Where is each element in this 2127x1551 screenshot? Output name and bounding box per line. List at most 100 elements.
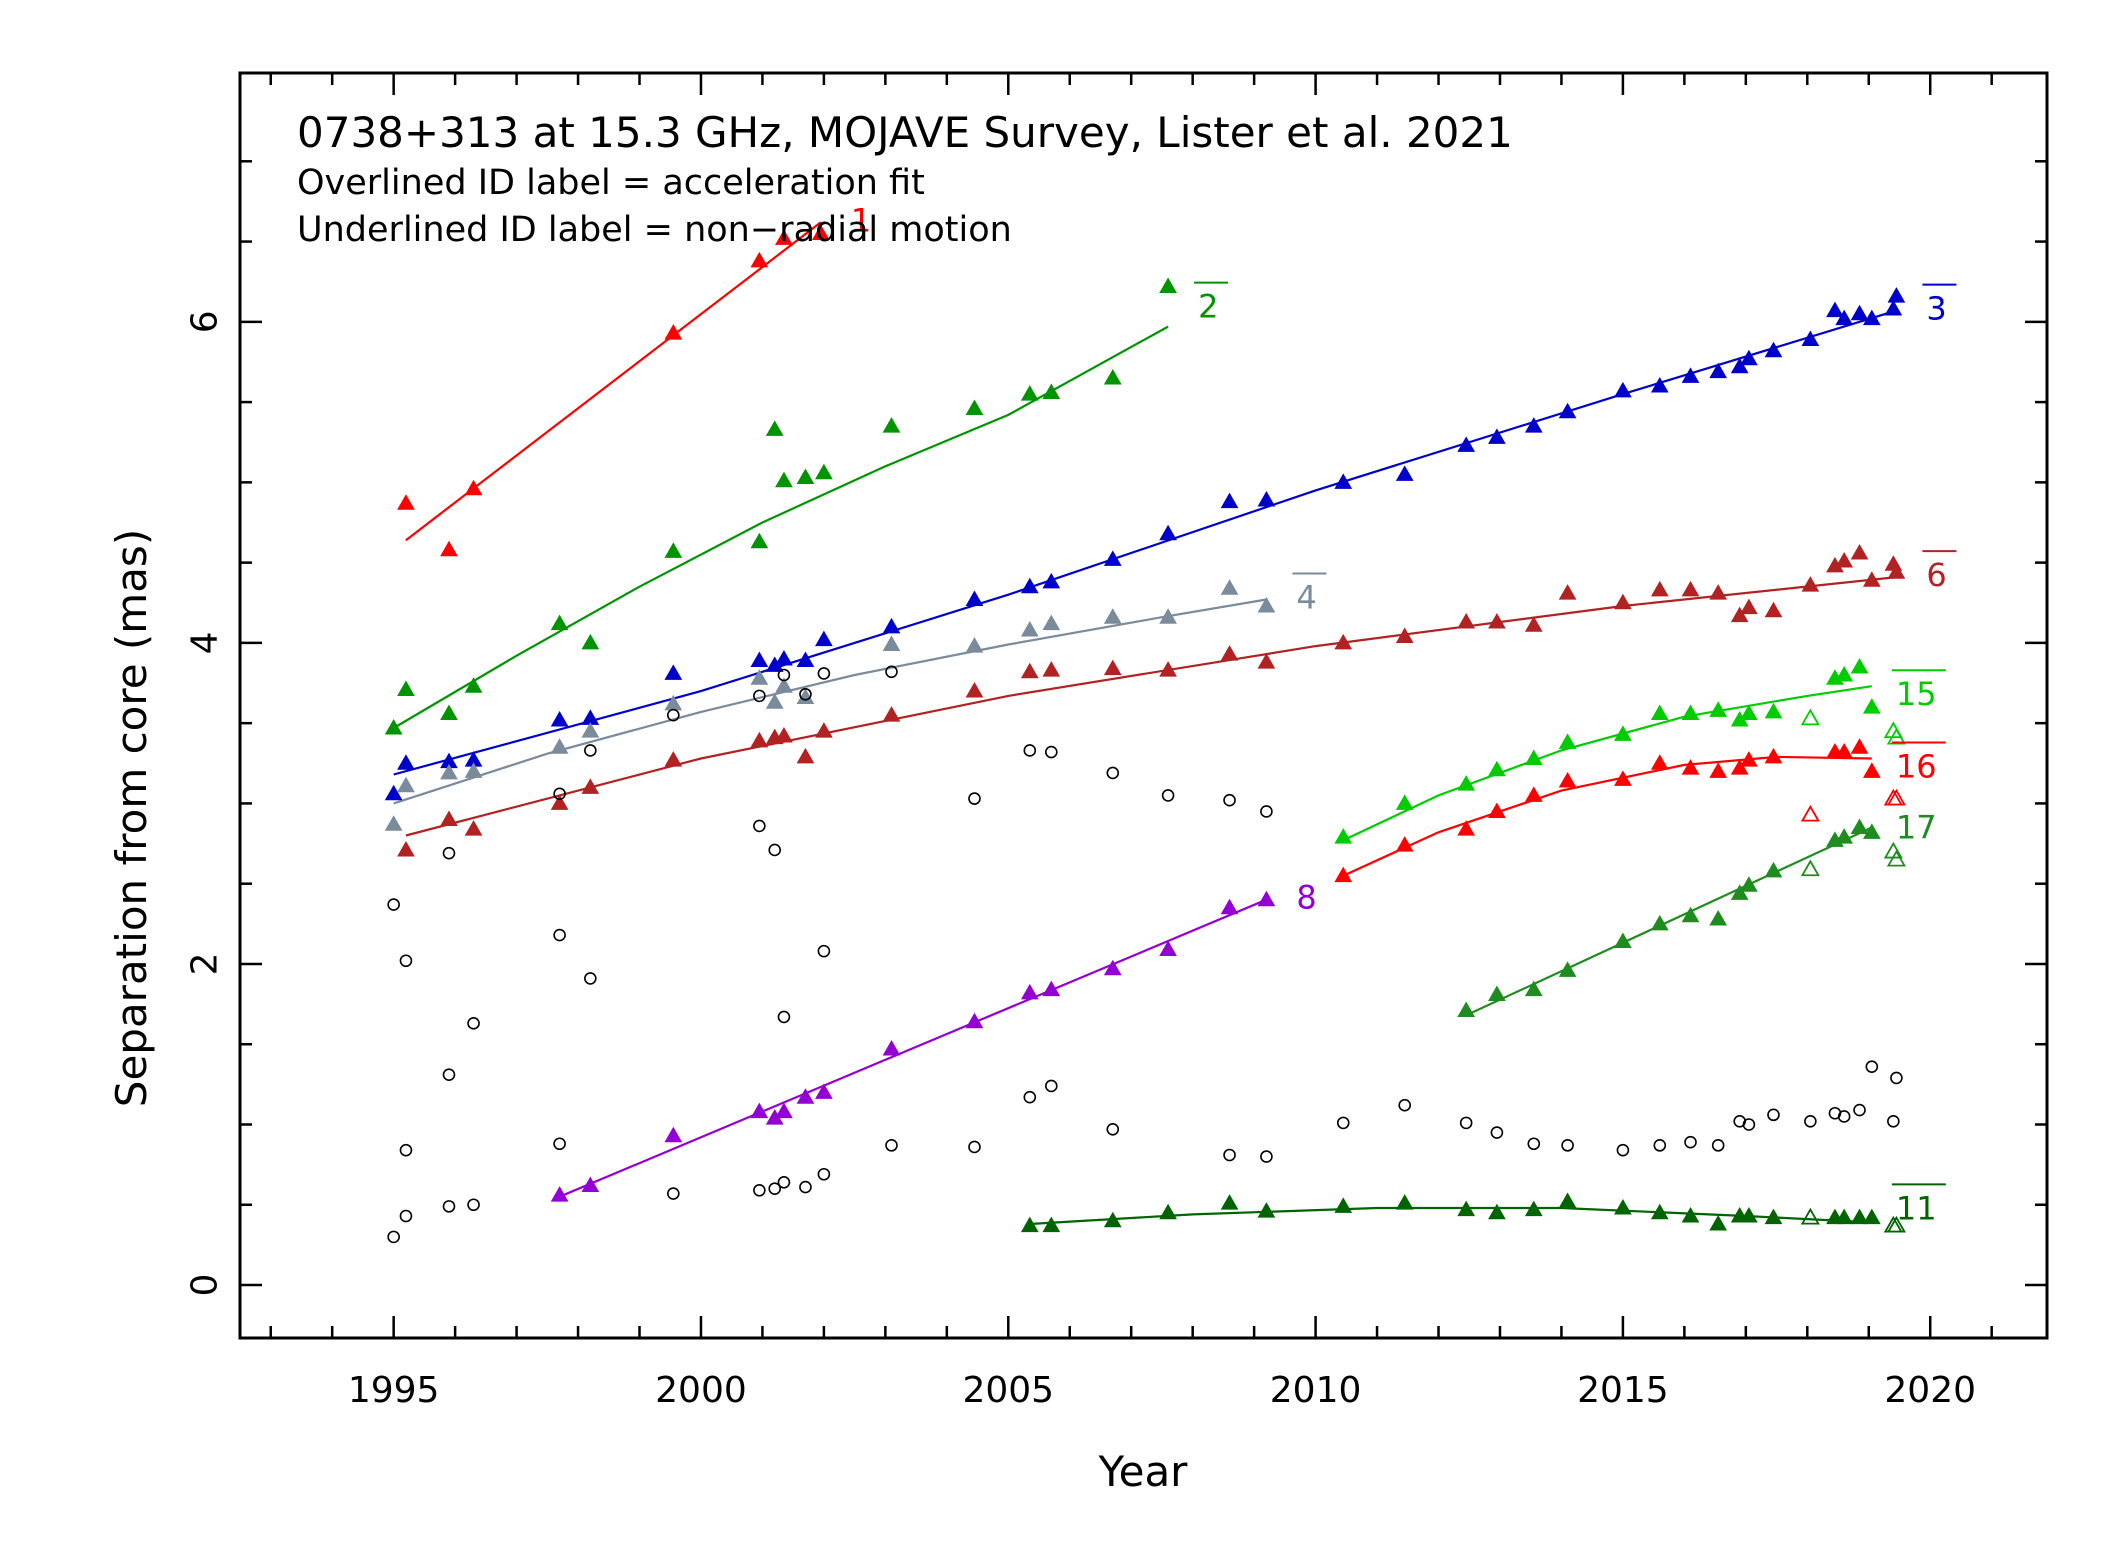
data-point-15 bbox=[1835, 665, 1854, 682]
data-point-8 bbox=[1257, 890, 1276, 907]
unidentified-point bbox=[817, 944, 831, 958]
data-point-16 bbox=[1395, 836, 1414, 852]
unidentified-point bbox=[442, 1200, 456, 1213]
unidentified-point bbox=[1767, 1108, 1780, 1122]
data-point-15 bbox=[1681, 704, 1700, 721]
unidentified-point bbox=[885, 665, 898, 679]
data-point-2 bbox=[815, 463, 833, 480]
data-point-4 bbox=[1159, 608, 1177, 624]
data-point-2 bbox=[882, 417, 901, 433]
data-point-11 bbox=[1650, 1203, 1669, 1220]
fit-line-8 bbox=[559, 898, 1267, 1198]
unidentified-point bbox=[777, 1175, 791, 1189]
unidentified-point bbox=[399, 1143, 413, 1157]
data-point-11 bbox=[1457, 1200, 1476, 1217]
data-point-3 bbox=[1220, 492, 1239, 509]
data-point-4 bbox=[750, 669, 769, 685]
data-point-8 bbox=[1103, 959, 1122, 976]
data-point-17 bbox=[1862, 823, 1881, 839]
data-point-11 bbox=[1862, 1208, 1881, 1225]
data-point-6 bbox=[1801, 576, 1820, 592]
data-point-3 bbox=[1709, 362, 1728, 379]
data-point-3 bbox=[1681, 367, 1700, 383]
data-point-3 bbox=[397, 754, 415, 770]
unidentified-point bbox=[1161, 789, 1175, 802]
data-point-3 bbox=[1488, 428, 1506, 444]
data-point-4 bbox=[796, 688, 815, 704]
data-point-4 bbox=[965, 637, 984, 653]
y-axis-label: Separation from core (mas) bbox=[107, 529, 156, 1107]
data-point-15 bbox=[1488, 760, 1506, 777]
data-point-4 bbox=[550, 738, 569, 754]
data-point-2 bbox=[965, 399, 984, 416]
data-point-15 bbox=[1850, 657, 1869, 674]
fit-line-4 bbox=[393, 598, 1267, 805]
open-point-17 bbox=[1800, 859, 1820, 877]
data-point-17 bbox=[1457, 1001, 1476, 1018]
data-point-6 bbox=[397, 840, 415, 857]
data-point-8 bbox=[664, 1126, 683, 1143]
data-point-16 bbox=[1740, 751, 1758, 767]
data-point-3 bbox=[1524, 417, 1543, 433]
unidentified-point bbox=[1804, 1114, 1817, 1128]
unidentified-point bbox=[777, 668, 791, 682]
x-tick-label: 2010 bbox=[1270, 1370, 1362, 1411]
unidentified-point bbox=[753, 1184, 766, 1197]
unidentified-point bbox=[1398, 1098, 1412, 1112]
data-point-3 bbox=[1334, 473, 1353, 489]
data-point-3 bbox=[1862, 309, 1881, 326]
data-point-8 bbox=[550, 1186, 569, 1202]
unidentified-point bbox=[1853, 1103, 1866, 1117]
unidentified-point bbox=[753, 819, 766, 833]
series-label-6: 6 bbox=[1926, 556, 1946, 594]
data-point-6 bbox=[1650, 580, 1669, 597]
data-point-1 bbox=[440, 540, 458, 557]
data-point-8 bbox=[965, 1012, 984, 1029]
unidentified-point bbox=[1459, 1116, 1473, 1130]
unidentified-point bbox=[799, 687, 812, 701]
data-point-16 bbox=[1709, 762, 1728, 778]
data-point-6 bbox=[1220, 645, 1239, 661]
data-point-3 bbox=[1257, 491, 1276, 507]
data-point-6 bbox=[775, 726, 793, 743]
data-point-3 bbox=[1850, 304, 1869, 321]
data-point-6 bbox=[1850, 543, 1869, 560]
unidentified-point bbox=[387, 1230, 400, 1244]
plot-frame bbox=[238, 71, 2049, 1340]
unidentified-point bbox=[777, 1010, 791, 1024]
data-point-6 bbox=[464, 820, 483, 836]
open-point-15 bbox=[1886, 727, 1906, 745]
series-label-1: 1 bbox=[851, 201, 871, 239]
data-point-3 bbox=[965, 590, 984, 607]
unidentified-point bbox=[1023, 744, 1037, 757]
unidentified-point bbox=[387, 898, 400, 911]
data-point-17 bbox=[1764, 861, 1783, 878]
x-tick-label: 2005 bbox=[962, 1370, 1054, 1411]
data-point-3 bbox=[1730, 357, 1749, 374]
y-tick-label: 2 bbox=[185, 953, 226, 976]
unidentified-point bbox=[1837, 1110, 1851, 1123]
data-point-6 bbox=[1614, 593, 1632, 610]
data-point-6 bbox=[1488, 613, 1506, 629]
data-point-3 bbox=[1457, 436, 1476, 452]
open-point-17 bbox=[1886, 849, 1906, 867]
data-point-8 bbox=[1020, 983, 1039, 1000]
data-point-2 bbox=[1159, 277, 1177, 294]
data-point-4 bbox=[1220, 579, 1239, 595]
chart-note-nonradial: Underlined ID label = non−radial motion bbox=[297, 210, 1012, 250]
unidentified-point bbox=[1223, 793, 1236, 807]
data-point-6 bbox=[1730, 606, 1749, 623]
data-point-6 bbox=[1887, 563, 1906, 579]
unidentified-point bbox=[584, 972, 597, 985]
data-point-1 bbox=[664, 324, 683, 340]
unidentified-point bbox=[885, 1139, 898, 1152]
unidentified-point bbox=[442, 1068, 456, 1082]
data-point-3 bbox=[1764, 341, 1783, 358]
data-point-3 bbox=[1558, 402, 1577, 419]
data-point-4 bbox=[765, 693, 784, 709]
data-point-2 bbox=[550, 614, 569, 631]
series-label-16: 16 bbox=[1896, 747, 1937, 785]
unidentified-point bbox=[1045, 1079, 1058, 1093]
